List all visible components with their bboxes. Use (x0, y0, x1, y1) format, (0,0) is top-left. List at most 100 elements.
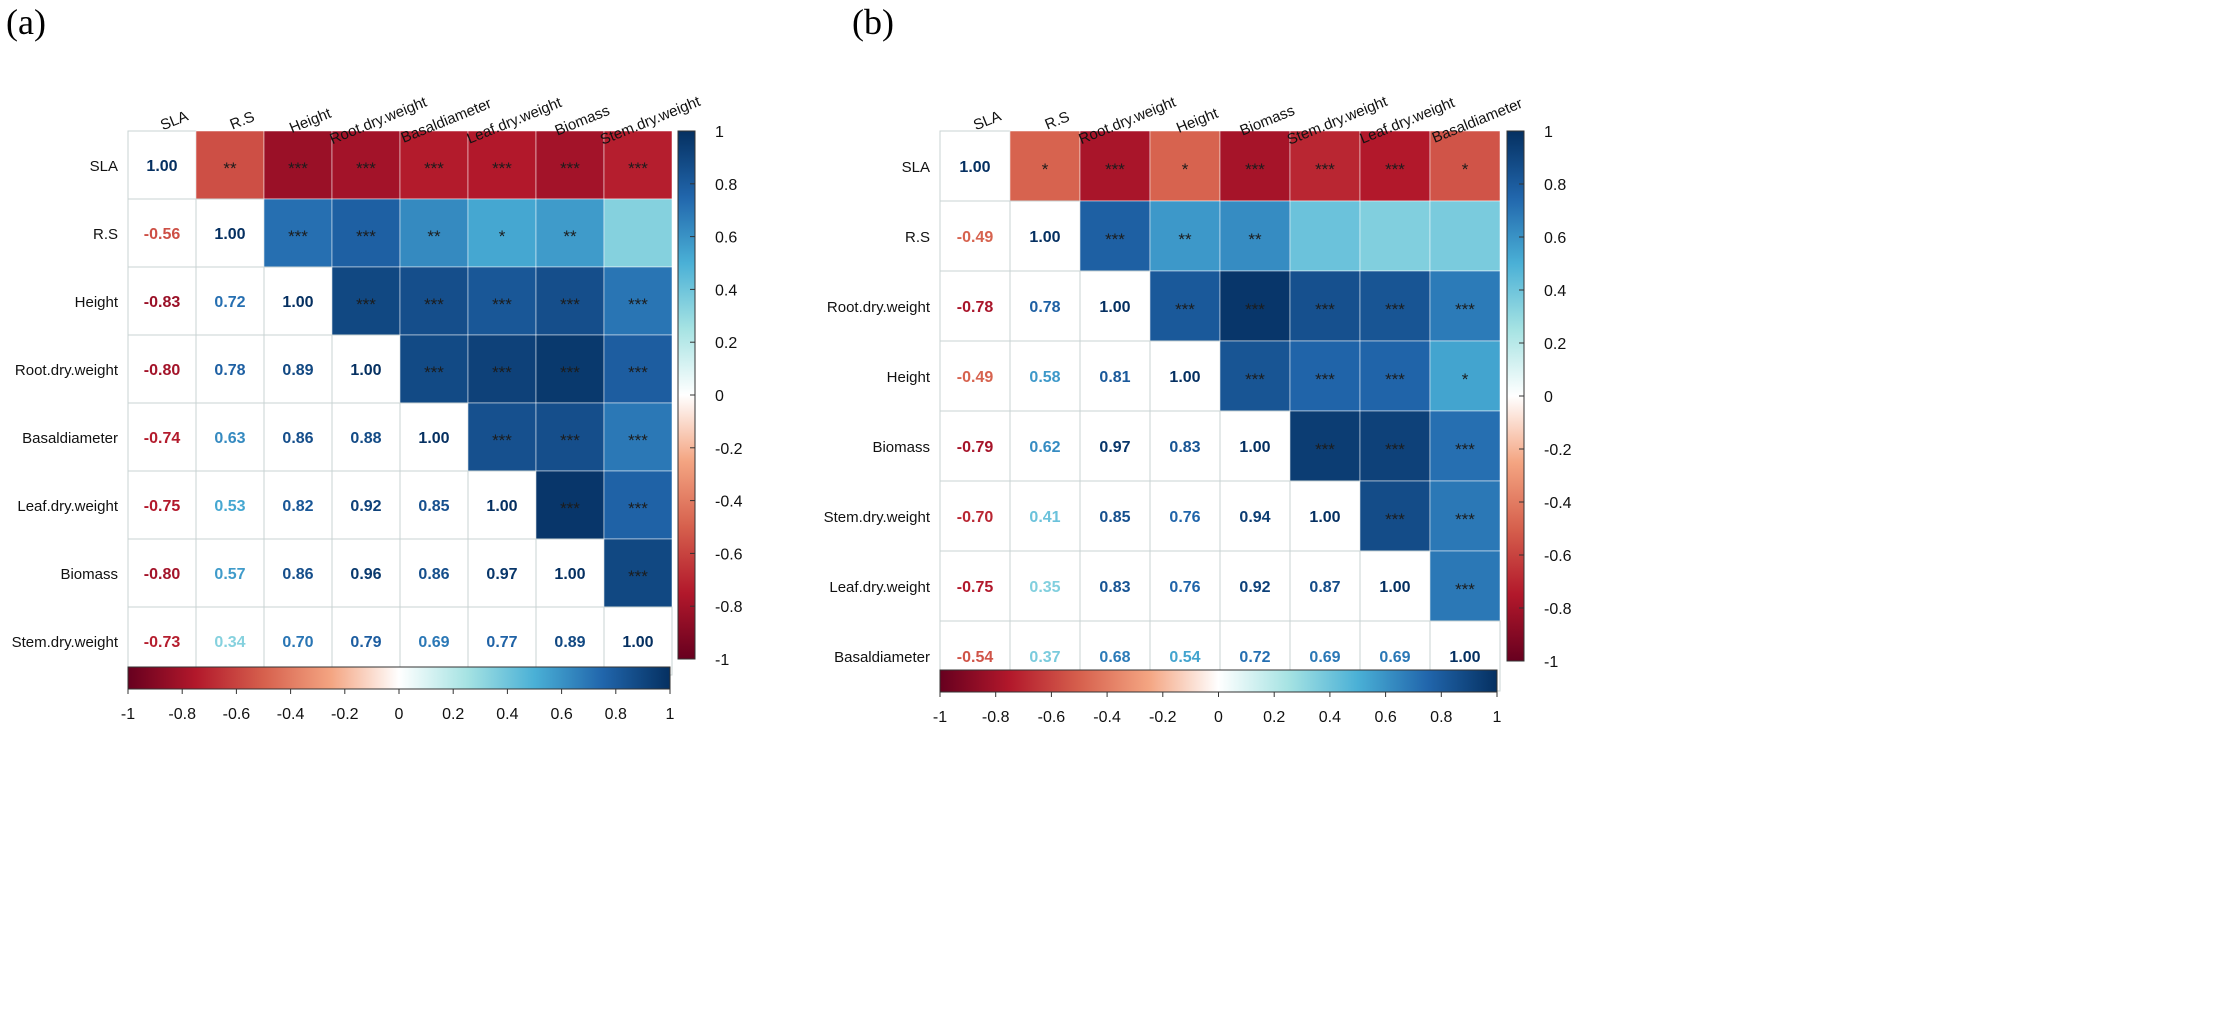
coefficient-label: 0.41 (1029, 509, 1060, 526)
significance-label: *** (560, 363, 580, 382)
coefficient-label: 1.00 (622, 634, 653, 651)
coefficient-label: 0.88 (350, 430, 381, 447)
number-cell-r4-c4 (399, 402, 469, 472)
significance-label: *** (424, 295, 444, 314)
heatmap-cell-r0-c7 (1429, 130, 1501, 202)
heatmap-cell-r1-c4 (399, 198, 469, 268)
coefficient-label: 0.97 (1099, 439, 1130, 456)
number-cell-r4-c3 (1149, 410, 1221, 482)
number-cell-r4-c2 (1079, 410, 1151, 482)
bottom-colorbar-tick-label: 1 (666, 706, 675, 723)
heatmap-cell-r2-c4 (399, 266, 469, 336)
colorbar-tick-label: -0.8 (715, 599, 743, 616)
coefficient-label: 1.00 (146, 158, 177, 175)
column-label: R.S (228, 108, 258, 133)
bottom-colorbar-tick-label: 0.6 (550, 706, 572, 723)
coefficient-label: 0.96 (350, 566, 381, 583)
heatmap-cell-r0-c2 (1079, 130, 1151, 202)
coefficient-label: 0.83 (1099, 579, 1130, 596)
number-cell-r3-c3 (331, 334, 401, 404)
heatmap-cell-r6-c7 (1429, 550, 1501, 622)
bottom-colorbar-tick-label: -0.2 (1149, 709, 1177, 726)
number-cell-r3-c1 (195, 334, 265, 404)
heatmap-cell-r1-c4 (1219, 200, 1291, 272)
significance-label: * (499, 227, 506, 246)
coefficient-label: 0.89 (282, 362, 313, 379)
bottom-colorbar-tick-label: -0.4 (1093, 709, 1121, 726)
coefficient-label: 0.76 (1169, 509, 1200, 526)
panel-b-heatmap: 1.00 * *** * *** *** *** *-0.49 1.00 *** ** **-0.78… (824, 93, 1572, 726)
row-label: Biomass (60, 566, 118, 583)
colorbar-tick-label: -0.4 (715, 494, 743, 511)
coefficient-label: 0.37 (1029, 649, 1060, 666)
heatmap-cell-r6-c7 (603, 538, 673, 608)
bottom-colorbar-tick-label: 0.6 (1374, 709, 1396, 726)
bottom-colorbar-tick-label: 1 (1493, 709, 1502, 726)
significance-label: *** (1455, 510, 1475, 529)
heatmap-cell-r4-c6 (1359, 410, 1431, 482)
number-cell-r6-c2 (1079, 550, 1151, 622)
heatmap-cell-r0-c5 (467, 130, 537, 200)
number-cell-r5-c0 (127, 470, 197, 540)
number-cell-r5-c3 (1149, 480, 1221, 552)
row-label: Leaf.dry.weight (17, 498, 118, 515)
coefficient-label: 0.69 (1309, 649, 1340, 666)
column-label: SLA (158, 108, 191, 134)
bottom-colorbar-tick-label: -0.6 (1038, 709, 1066, 726)
coefficient-label: 1.00 (1239, 439, 1270, 456)
significance-label: *** (424, 363, 444, 382)
coefficient-label: 1.00 (350, 362, 381, 379)
coefficient-label: -0.80 (144, 566, 181, 583)
colorbar-tick-label: -0.4 (1544, 495, 1572, 512)
colorbar-tick-label: -1 (715, 652, 729, 669)
significance-label: *** (1385, 370, 1405, 389)
heatmap-cell-r0-c3 (331, 130, 401, 200)
significance-label: *** (424, 159, 444, 178)
heatmap-cell-r1-c7 (1429, 200, 1501, 272)
colorbar-tick-label: 1 (715, 124, 724, 141)
coefficient-label: 0.79 (350, 634, 381, 651)
coefficient-label: -0.56 (144, 226, 181, 243)
row-label: Root.dry.weight (827, 299, 931, 316)
bottom-colorbar-tick-label: 0.2 (1263, 709, 1285, 726)
panel-label-a: (a) (6, 2, 46, 42)
panel-a-heatmap: 1.00 ** *** *** *** *** *** ***-0.56 1.00 *** *** *… (12, 93, 743, 723)
significance-label: *** (356, 295, 376, 314)
colorbar-tick-label: 0.2 (1544, 336, 1566, 353)
significance-label: *** (356, 159, 376, 178)
coefficient-label: -0.79 (957, 439, 994, 456)
heatmap-cell-r2-c3 (1149, 270, 1221, 342)
bottom-colorbar-tick-label: 0.4 (1319, 709, 1341, 726)
heatmap-cell-r5-c6 (1359, 480, 1431, 552)
significance-label: *** (628, 567, 648, 586)
row-label: Basaldiameter (22, 430, 118, 447)
colorbar-tick-label: -0.8 (1544, 601, 1572, 618)
significance-label: *** (1105, 230, 1125, 249)
heatmap-cell-r3-c7 (1429, 340, 1501, 412)
significance-label: *** (1455, 580, 1475, 599)
significance-label: *** (1245, 160, 1265, 179)
heatmap-cell-r1-c5 (467, 198, 537, 268)
number-cell-r6-c0 (939, 550, 1011, 622)
bottom-colorbar-tick-label: 0.8 (1430, 709, 1452, 726)
coefficient-label: 0.94 (1239, 509, 1270, 526)
significance-label: ** (1178, 230, 1192, 249)
significance-label: * (1462, 370, 1469, 389)
number-cell-r0-c0 (127, 130, 197, 200)
colorbar-tick-label: 1 (1544, 124, 1553, 141)
coefficient-label: 0.53 (214, 498, 245, 515)
bottom-colorbar-tick-label: 0 (1214, 709, 1223, 726)
coefficient-label: 0.72 (1239, 649, 1270, 666)
number-cell-r6-c6 (535, 538, 605, 608)
colorbar-tick-label: 0.6 (1544, 230, 1566, 247)
number-cell-r3-c2 (1079, 340, 1151, 412)
number-cell-r6-c1 (1009, 550, 1081, 622)
significance-label: *** (1245, 370, 1265, 389)
colorbar-tick-label: -0.2 (715, 441, 743, 458)
significance-label: ** (563, 227, 577, 246)
heatmap-cell-r3-c4 (1219, 340, 1291, 412)
coefficient-label: -0.78 (957, 299, 994, 316)
number-cell-r5-c0 (939, 480, 1011, 552)
coefficient-label: -0.75 (957, 579, 994, 596)
